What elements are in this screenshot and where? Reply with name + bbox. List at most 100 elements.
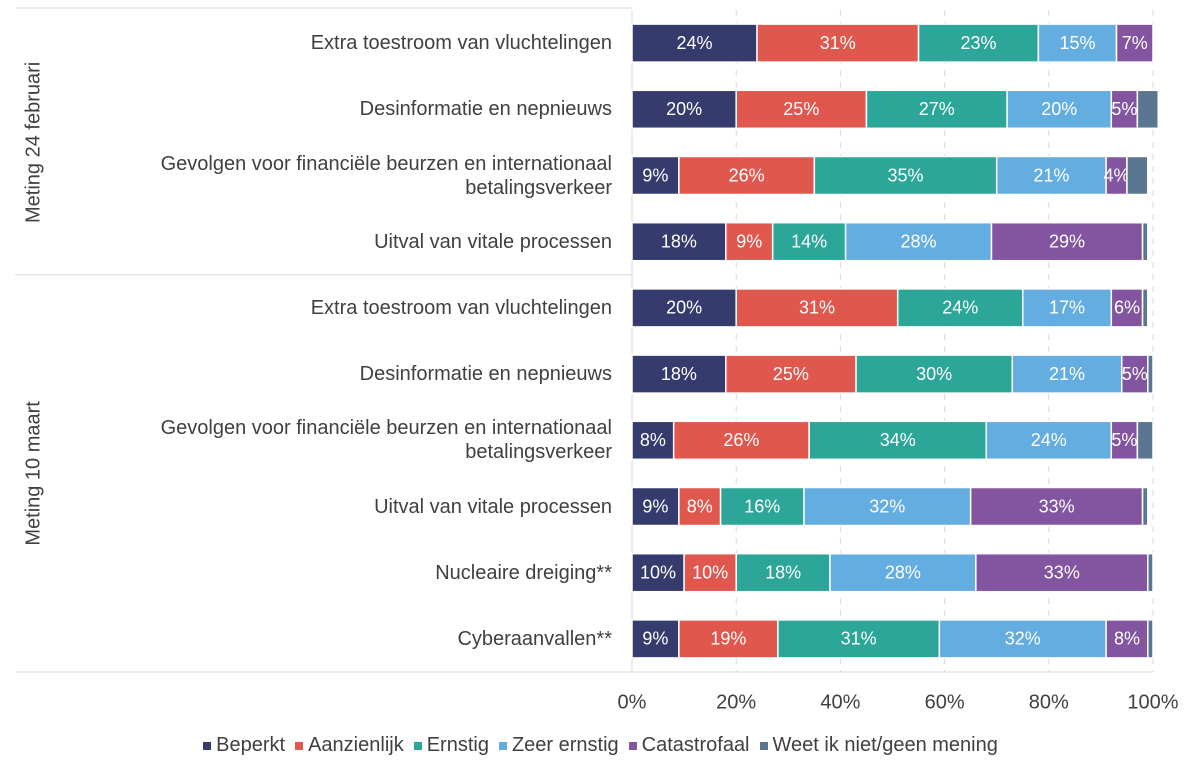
category-label: Nucleaire dreiging** xyxy=(435,561,612,584)
legend-swatch xyxy=(759,741,768,750)
data-label: 7% xyxy=(1122,33,1148,53)
category-label: Extra toestroom van vluchtelingen xyxy=(310,296,612,319)
data-label: 24% xyxy=(1031,430,1067,450)
bar-segment xyxy=(1037,23,1118,63)
legend-item: Aanzienlijk xyxy=(295,734,404,757)
data-label: 4% xyxy=(1104,165,1130,185)
data-label: 20% xyxy=(666,298,702,318)
data-label: 35% xyxy=(888,165,924,185)
bar-segment xyxy=(631,89,737,130)
data-label: 32% xyxy=(1005,629,1041,649)
data-label: 10% xyxy=(692,562,728,582)
bar-segment xyxy=(631,619,680,659)
data-label: 20% xyxy=(666,99,702,119)
bar-segment xyxy=(1147,619,1154,659)
data-label: 30% xyxy=(916,364,952,384)
x-tick-label: 20% xyxy=(716,691,756,713)
data-label: 8% xyxy=(1114,629,1140,649)
category-label: Desinformatie en nepnieuws xyxy=(359,363,612,386)
data-label: 33% xyxy=(1039,496,1075,516)
data-label: 19% xyxy=(710,629,746,649)
bar-segment xyxy=(672,420,810,461)
legend-item: Zeer ernstig xyxy=(498,734,619,757)
bar-segment xyxy=(1110,420,1139,461)
group-label: Meting 10 maart xyxy=(22,401,44,546)
legend-swatch xyxy=(498,741,507,750)
x-tick-label: 40% xyxy=(820,691,860,713)
bar-segment xyxy=(990,221,1144,262)
legend-label: Weet ik niet/geen mening xyxy=(772,734,998,756)
legend-label: Zeer ernstig xyxy=(511,734,619,756)
bar-segment xyxy=(1147,354,1154,394)
data-label: 18% xyxy=(661,231,697,251)
data-label: 5% xyxy=(1122,364,1148,384)
data-label: 18% xyxy=(661,364,697,384)
legend-swatch xyxy=(295,741,304,750)
data-label: 24% xyxy=(677,33,713,53)
category-label: Gevolgen voor financiële beurzen en inte… xyxy=(160,152,612,199)
group-label: Meting 24 februari xyxy=(22,62,44,223)
bar-segment xyxy=(1147,552,1154,593)
bar-segment xyxy=(985,420,1113,461)
data-label: 29% xyxy=(1049,231,1085,251)
data-label: 17% xyxy=(1049,298,1085,318)
x-tick-label: 0% xyxy=(618,691,647,713)
bar-segment xyxy=(896,288,1024,328)
bar-segment xyxy=(917,23,1040,63)
bar-segment xyxy=(803,486,972,527)
bar-segment xyxy=(631,221,727,262)
data-label: 10% xyxy=(640,562,676,582)
legend-item: Ernstig xyxy=(413,734,489,757)
bar-segment xyxy=(631,155,680,196)
data-label: 20% xyxy=(1041,99,1077,119)
legend-item: Weet ik niet/geen mening xyxy=(759,734,998,757)
bar-segment xyxy=(813,155,998,196)
data-label: 9% xyxy=(642,165,668,185)
data-label: 26% xyxy=(729,165,765,185)
bar-segment xyxy=(777,619,941,659)
legend-swatch xyxy=(203,741,212,750)
bar-segment xyxy=(1110,89,1139,130)
data-label: 9% xyxy=(642,496,668,516)
data-label: 31% xyxy=(820,33,856,53)
bar-segment xyxy=(1006,89,1113,130)
data-label: 6% xyxy=(1114,298,1140,318)
legend-label: Ernstig xyxy=(426,734,489,756)
bar-segment xyxy=(678,619,779,659)
bar-segment xyxy=(678,155,816,196)
data-label: 31% xyxy=(841,629,877,649)
data-label: 9% xyxy=(736,231,762,251)
data-label: 27% xyxy=(919,99,955,119)
bar-segment xyxy=(995,155,1107,196)
bar-segment xyxy=(829,552,977,593)
category-label: Uitval van vitale processen xyxy=(374,230,612,253)
legend-swatch xyxy=(628,741,637,750)
data-label: 8% xyxy=(640,430,666,450)
data-label: 5% xyxy=(1111,99,1137,119)
bar-segment xyxy=(1136,420,1154,461)
bar-segment xyxy=(1022,288,1113,328)
legend-item: Catastrofaal xyxy=(628,734,750,757)
data-label: 25% xyxy=(773,364,809,384)
data-label: 34% xyxy=(880,430,916,450)
bar-segment xyxy=(855,354,1014,394)
data-label: 15% xyxy=(1059,33,1095,53)
category-label: Uitval van vitale processen xyxy=(374,495,612,518)
bar-segment xyxy=(1141,221,1149,262)
bar-segment xyxy=(938,619,1107,659)
bar-segment xyxy=(969,486,1144,527)
category-label: Gevolgen voor financiële beurzen en inte… xyxy=(160,417,612,464)
bar-segment xyxy=(631,288,737,328)
bar-segment xyxy=(975,552,1149,593)
data-label: 23% xyxy=(960,33,996,53)
category-label: Desinformatie en nepnieuws xyxy=(359,98,612,121)
data-label: 28% xyxy=(901,231,937,251)
legend-label: Catastrofaal xyxy=(641,734,750,756)
data-label: 26% xyxy=(723,430,759,450)
x-tick-label: 100% xyxy=(1127,691,1178,713)
category-label: Cyberaanvallen** xyxy=(457,627,612,650)
data-label: 9% xyxy=(642,629,668,649)
data-label: 31% xyxy=(799,298,835,318)
